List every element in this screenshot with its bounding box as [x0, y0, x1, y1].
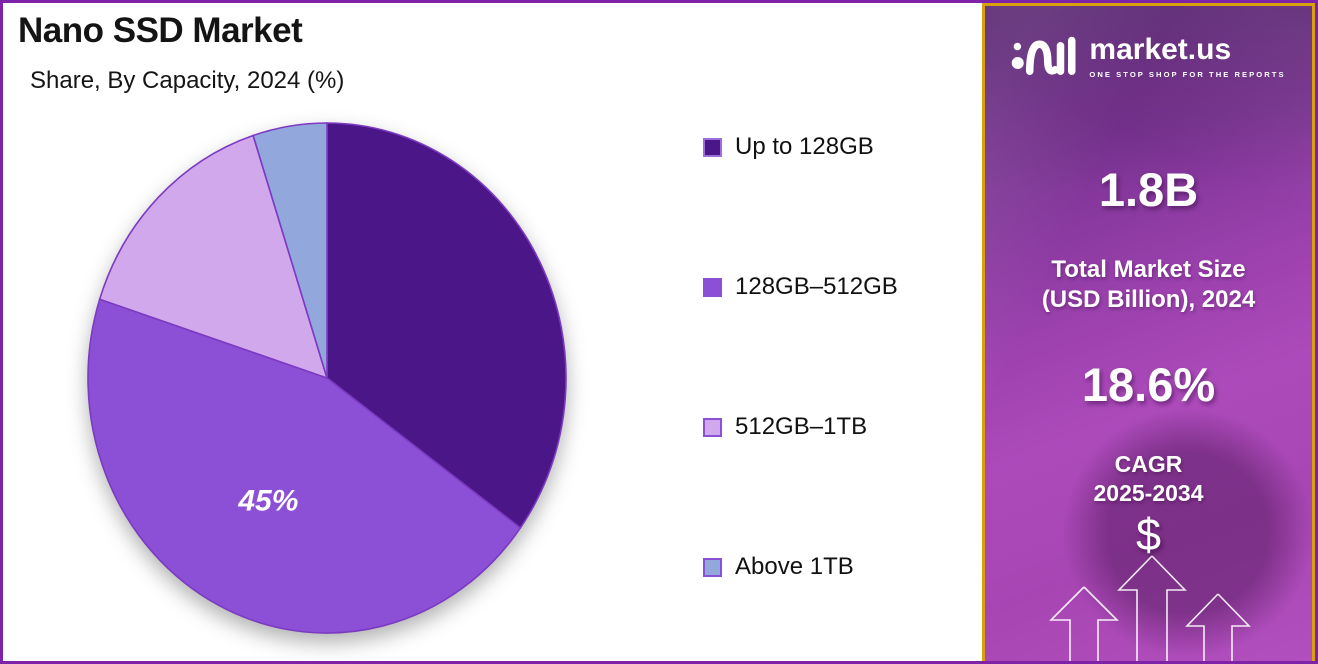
legend-label: Above 1TB — [735, 553, 854, 580]
legend-label: Up to 128GB — [735, 133, 874, 160]
pie-slice-0 — [326, 122, 567, 530]
cagr-value: 18.6% — [1081, 358, 1216, 411]
legend-swatch-icon — [703, 417, 722, 437]
chart-title: Nano SSD Market — [18, 11, 303, 50]
cagr-label: CAGR 2025-2034 — [1093, 451, 1204, 507]
legend-swatch-icon — [703, 137, 722, 157]
brand-tagline: ONE STOP SHOP FOR THE REPORTS — [1089, 70, 1286, 79]
legend: Up to 128GB 128GB–512GB 512GB–1TB Above 1TB — [703, 133, 898, 661]
market-size-label: Total Market Size (USD Billion), 2024 — [1041, 256, 1256, 314]
pie-slice-data-label: 45% — [237, 485, 298, 518]
dollar-icon: $ — [1135, 509, 1162, 560]
chart-panel: Nano SSD Market Share, By Capacity, 2024… — [3, 3, 982, 661]
growth-arrows-icon — [1049, 555, 1251, 661]
pie-slice-3 — [252, 122, 328, 379]
brand-text: market.us ONE STOP SHOP FOR THE REPORTS — [1089, 33, 1286, 80]
chart-subtitle: Share, By Capacity, 2024 (%) — [30, 67, 345, 94]
pie-slice-1 — [87, 298, 522, 634]
legend-swatch-icon — [703, 557, 722, 577]
brand-sidebar: market.us ONE STOP SHOP FOR THE REPORTS … — [982, 3, 1315, 661]
market-size-value: 1.8B — [1098, 163, 1199, 216]
market-us-logo-icon — [1012, 36, 1076, 75]
legend-item-1: 128GB–512GB — [703, 273, 898, 300]
legend-item-0: Up to 128GB — [703, 133, 898, 160]
legend-swatch-icon — [703, 277, 722, 297]
pie-chart: 45% — [87, 122, 567, 634]
legend-item-2: 512GB–1TB — [703, 413, 898, 440]
legend-label: 128GB–512GB — [735, 273, 898, 300]
legend-item-3: Above 1TB — [703, 553, 898, 580]
brand-name: market.us — [1089, 33, 1232, 66]
brand-logo: market.us ONE STOP SHOP FOR THE REPORTS — [985, 28, 1312, 86]
pie-slice-2 — [98, 134, 329, 380]
legend-label: 512GB–1TB — [735, 413, 868, 440]
